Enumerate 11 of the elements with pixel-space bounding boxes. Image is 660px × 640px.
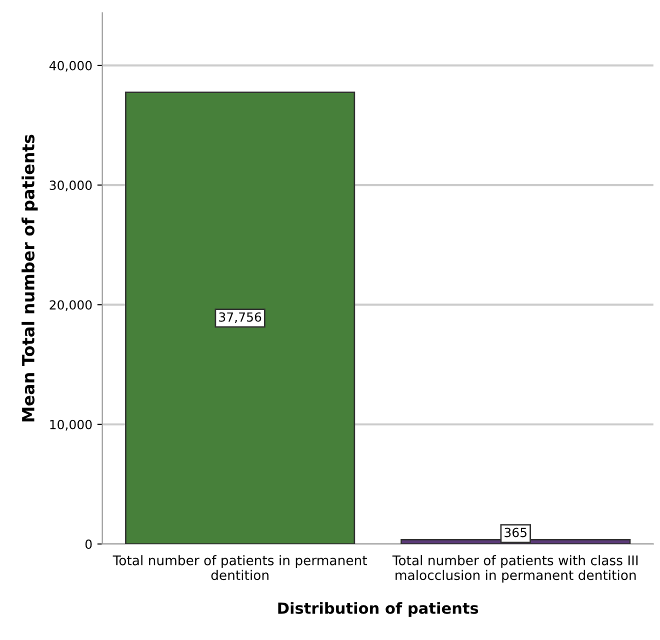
y-axis-title: Mean Total number of patients (22, 134, 38, 422)
x-tick-label: Total number of patients in permanent dentition (112, 555, 368, 580)
x-axis-title: Distribution of patients (278, 602, 478, 617)
data-label: 37,756 (219, 312, 262, 324)
y-tick-label: 40,000 (49, 60, 92, 72)
y-tick-label: 10,000 (50, 420, 92, 431)
y-tick-label: 20,000 (50, 300, 92, 311)
y-tick-label: 0 (85, 539, 92, 549)
x-tick-label: Total number of patients with class III malocclusion in permanent dentition (392, 555, 638, 583)
y-tick-label: 30,000 (50, 180, 92, 192)
data-label: 365 (504, 528, 526, 538)
